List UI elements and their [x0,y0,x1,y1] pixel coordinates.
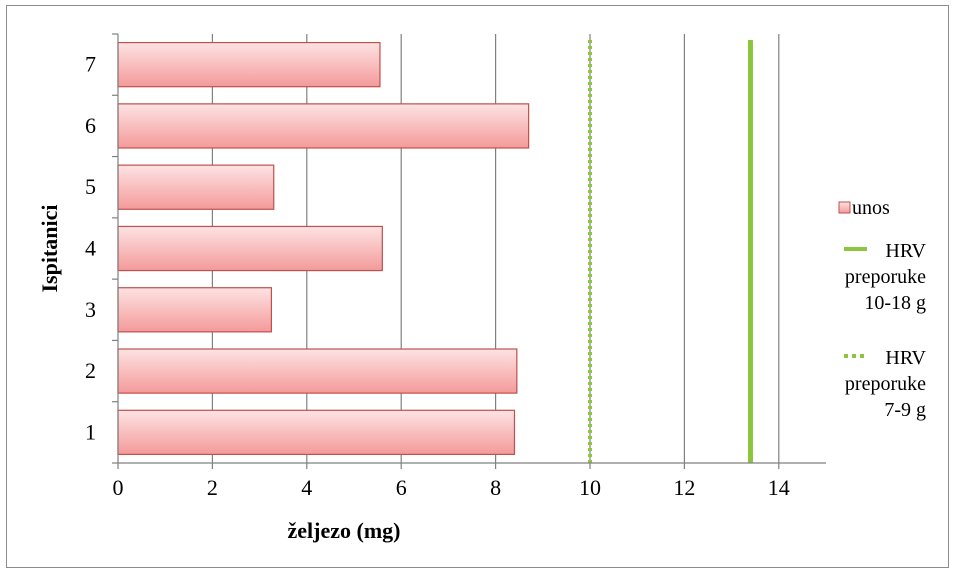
bar-6 [117,103,530,149]
y-axis-title: Ispitanici [37,204,62,292]
legend-label-line: HRV [885,347,926,369]
reference-lines [588,40,753,463]
y-tick-label: 2 [85,358,96,383]
bars [117,41,530,456]
x-tick-label: 0 [113,475,124,500]
x-tick-label: 12 [673,475,695,500]
legend-label-line: preporuke [845,266,926,288]
y-tick-label: 5 [85,174,96,199]
axes [112,33,826,469]
bar-3 [117,287,272,333]
y-tick-label: 4 [85,236,96,261]
legend: unos HRV preporuke 10-18 g HRV preporuke 7-9 g [838,197,927,421]
y-tick-label: 3 [85,297,96,322]
legend-label-line: HRV [885,240,926,262]
x-tick-label: 4 [301,475,312,500]
chart-frame: 0 2 4 6 8 10 12 14 1 2 3 4 5 6 7 željezo (mg) Ispitani… [6,5,949,568]
bar-1 [117,409,516,456]
legend-label-line: 7-9 g [884,399,926,421]
legend-swatch-bar [838,201,851,214]
bar-5 [117,164,275,210]
y-tick-label: 1 [85,419,96,444]
x-axis-title: željezo (mg) [288,518,401,543]
legend-label-series: unos [852,197,890,219]
legend-label-line: 10-18 g [864,292,926,314]
x-tick-label: 2 [207,475,218,500]
legend-label-line: preporuke [845,373,926,395]
x-tick-label: 6 [396,475,407,500]
y-tick-label: 6 [85,113,96,138]
bar-2 [117,348,518,394]
bar-7 [117,41,381,88]
x-tick-label: 8 [490,475,501,500]
bar-4 [117,225,383,272]
y-tick-label: 7 [85,52,96,77]
x-tick-label: 10 [579,475,601,500]
x-tick-label: 14 [768,475,790,500]
